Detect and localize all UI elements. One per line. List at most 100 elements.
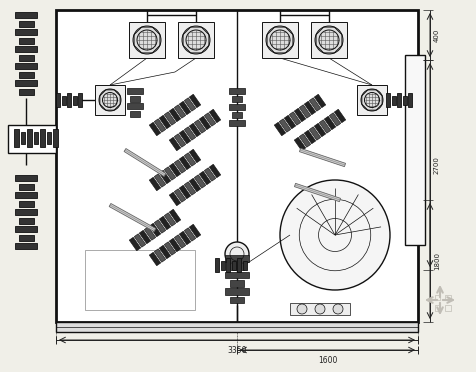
Bar xyxy=(72,96,77,105)
Polygon shape xyxy=(179,130,191,144)
Bar xyxy=(15,80,37,86)
Circle shape xyxy=(297,304,307,314)
Bar xyxy=(230,263,244,270)
Polygon shape xyxy=(189,94,201,108)
Bar xyxy=(242,260,247,269)
Polygon shape xyxy=(309,98,321,111)
Polygon shape xyxy=(189,123,201,137)
Bar xyxy=(130,96,140,102)
Bar xyxy=(19,55,33,61)
Polygon shape xyxy=(159,245,171,259)
Polygon shape xyxy=(189,178,201,192)
Polygon shape xyxy=(169,108,181,122)
Bar xyxy=(232,96,242,102)
Bar xyxy=(15,29,37,35)
Bar xyxy=(231,260,236,269)
Polygon shape xyxy=(189,224,201,238)
Polygon shape xyxy=(299,105,311,118)
Polygon shape xyxy=(159,115,171,129)
Bar xyxy=(232,112,242,118)
Polygon shape xyxy=(362,90,382,110)
Bar xyxy=(19,234,33,241)
Polygon shape xyxy=(279,119,291,132)
Circle shape xyxy=(225,242,249,266)
Polygon shape xyxy=(159,170,171,184)
Polygon shape xyxy=(316,27,342,53)
Polygon shape xyxy=(199,171,211,185)
Text: 1800: 1800 xyxy=(434,252,440,270)
Bar xyxy=(230,296,244,303)
Bar xyxy=(129,22,165,58)
Bar xyxy=(15,12,37,18)
Bar xyxy=(19,71,33,78)
Polygon shape xyxy=(174,189,186,202)
Polygon shape xyxy=(169,209,181,223)
Polygon shape xyxy=(189,149,201,163)
Polygon shape xyxy=(164,167,176,180)
Polygon shape xyxy=(209,164,221,178)
Polygon shape xyxy=(204,168,216,181)
Polygon shape xyxy=(179,185,191,199)
Bar xyxy=(61,96,66,105)
Polygon shape xyxy=(314,123,326,137)
Bar xyxy=(40,129,45,147)
Polygon shape xyxy=(154,220,166,233)
Polygon shape xyxy=(184,127,196,140)
Polygon shape xyxy=(309,127,321,140)
Bar xyxy=(15,209,37,215)
Bar xyxy=(53,129,58,147)
Bar xyxy=(127,88,143,94)
Circle shape xyxy=(315,304,325,314)
Bar xyxy=(95,85,125,115)
Circle shape xyxy=(280,180,390,290)
Polygon shape xyxy=(169,238,181,252)
Polygon shape xyxy=(164,242,176,255)
Circle shape xyxy=(333,304,343,314)
Bar xyxy=(446,295,451,300)
Bar xyxy=(20,132,25,144)
Polygon shape xyxy=(289,112,301,125)
Bar xyxy=(47,132,51,144)
Bar xyxy=(67,93,71,107)
Bar xyxy=(230,280,244,287)
Bar xyxy=(15,192,37,198)
Bar xyxy=(19,218,33,224)
Bar xyxy=(446,305,451,311)
Polygon shape xyxy=(329,113,341,126)
Polygon shape xyxy=(324,116,336,130)
Bar xyxy=(127,103,143,109)
Polygon shape xyxy=(299,134,311,147)
Bar xyxy=(225,255,248,262)
Polygon shape xyxy=(304,101,316,115)
Bar xyxy=(15,46,37,52)
Bar xyxy=(85,250,195,310)
Bar xyxy=(229,120,245,126)
Bar xyxy=(56,322,418,332)
Bar xyxy=(225,288,248,295)
Bar xyxy=(19,38,33,44)
Bar xyxy=(56,93,60,107)
Polygon shape xyxy=(154,119,166,132)
Polygon shape xyxy=(169,192,181,206)
Polygon shape xyxy=(154,174,166,187)
Text: 2700: 2700 xyxy=(434,156,440,174)
Bar xyxy=(220,260,225,269)
Polygon shape xyxy=(154,249,166,262)
Polygon shape xyxy=(174,105,186,118)
Polygon shape xyxy=(179,156,191,170)
Polygon shape xyxy=(149,177,161,191)
Bar xyxy=(403,96,407,105)
Bar xyxy=(8,125,56,153)
Bar xyxy=(262,22,298,58)
Text: 400: 400 xyxy=(434,28,440,42)
Bar xyxy=(226,258,230,272)
Bar xyxy=(229,104,245,110)
Polygon shape xyxy=(100,90,120,110)
Polygon shape xyxy=(129,237,141,251)
Polygon shape xyxy=(199,116,211,130)
Polygon shape xyxy=(149,122,161,136)
Bar xyxy=(130,110,140,116)
Polygon shape xyxy=(304,130,316,144)
Bar xyxy=(435,305,440,311)
Polygon shape xyxy=(149,252,161,266)
